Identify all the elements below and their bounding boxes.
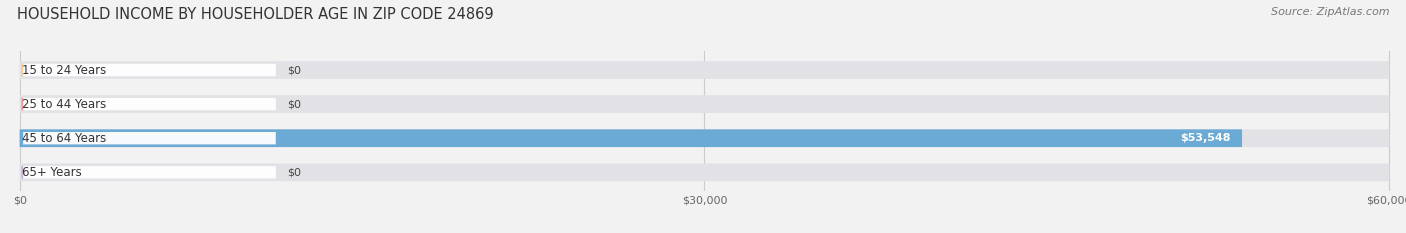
Text: $53,548: $53,548 xyxy=(1181,133,1232,143)
FancyBboxPatch shape xyxy=(22,64,276,76)
Text: HOUSEHOLD INCOME BY HOUSEHOLDER AGE IN ZIP CODE 24869: HOUSEHOLD INCOME BY HOUSEHOLDER AGE IN Z… xyxy=(17,7,494,22)
Text: $0: $0 xyxy=(287,167,301,177)
Text: 65+ Years: 65+ Years xyxy=(22,166,82,179)
FancyBboxPatch shape xyxy=(20,129,1241,147)
Text: 15 to 24 Years: 15 to 24 Years xyxy=(22,64,107,76)
FancyBboxPatch shape xyxy=(22,98,276,110)
FancyBboxPatch shape xyxy=(22,132,276,144)
FancyBboxPatch shape xyxy=(20,163,1389,181)
Text: $0: $0 xyxy=(287,65,301,75)
FancyBboxPatch shape xyxy=(22,166,276,178)
Text: $0: $0 xyxy=(287,99,301,109)
Text: Source: ZipAtlas.com: Source: ZipAtlas.com xyxy=(1271,7,1389,17)
FancyBboxPatch shape xyxy=(20,61,1389,79)
Text: 45 to 64 Years: 45 to 64 Years xyxy=(22,132,107,145)
FancyBboxPatch shape xyxy=(20,129,1389,147)
Text: 25 to 44 Years: 25 to 44 Years xyxy=(22,98,107,111)
FancyBboxPatch shape xyxy=(20,95,1389,113)
